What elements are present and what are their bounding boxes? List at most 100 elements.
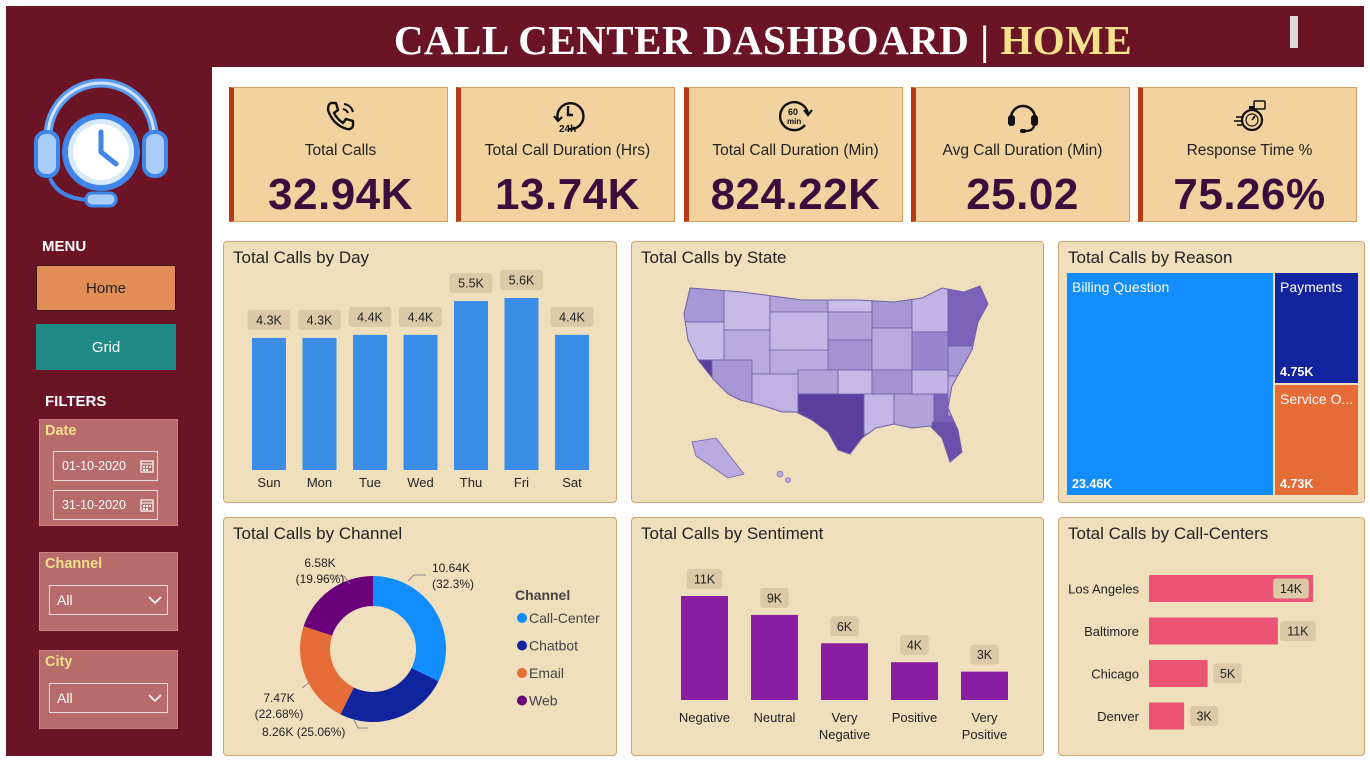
end-date-value: 31-10-2020 — [62, 498, 126, 512]
city-filter: City All — [39, 650, 178, 729]
day-axis-label: Fri — [514, 475, 529, 490]
donut-slice-call-center[interactable] — [373, 576, 446, 682]
title-separator: | — [969, 17, 1001, 63]
day-bar-thu[interactable] — [454, 301, 488, 470]
start-date-input[interactable]: 01-10-2020 — [53, 451, 158, 481]
call-center-value-label-bg — [1273, 578, 1309, 599]
sentiment-value-label: 4K — [907, 639, 923, 653]
chart-title: Total Calls by Sentiment — [641, 524, 824, 543]
sentiment-value-label-bg — [760, 587, 789, 608]
donut-legend-title: Channel — [515, 587, 570, 603]
sentiment-bar[interactable] — [681, 596, 728, 700]
headset-clock-logo-icon — [34, 78, 168, 208]
treemap-tile-billing-question[interactable]: Billing Question 23.46K — [1067, 273, 1273, 495]
day-bar-sun[interactable] — [252, 337, 286, 470]
calendar-icon — [140, 499, 154, 512]
day-bar-value-label: 4.4K — [559, 310, 585, 324]
legend-swatch — [517, 695, 527, 706]
home-button[interactable]: Home — [36, 265, 176, 311]
call-center-axis-label: Baltimore — [1084, 624, 1139, 639]
24h-clock-icon: 24h — [552, 102, 585, 134]
donut-value-label: 10.64K — [432, 561, 470, 575]
call-center-bar[interactable] — [1149, 660, 1208, 687]
city-select[interactable]: All — [49, 683, 168, 713]
donut-value-label: 6.58K — [304, 556, 335, 570]
call-center-value-label: 3K — [1196, 710, 1212, 724]
sentiment-value-label-bg — [830, 616, 859, 637]
date-filter: Date 01-10-2020 31-10-2020 — [39, 419, 178, 526]
svg-text:min: min — [787, 117, 801, 126]
legend-swatch — [517, 640, 527, 651]
kpi-label: Response Time % — [1186, 142, 1313, 159]
day-bar-value-label: 5.6K — [509, 274, 535, 288]
sentiment-axis-label: Positive — [892, 710, 938, 725]
donut-slice-email[interactable] — [300, 626, 354, 715]
kpi-label: Total Call Duration (Hrs) — [484, 142, 651, 159]
donut-pct-label: (22.68%) — [255, 707, 304, 721]
day-bar-value-label-bg — [247, 309, 291, 330]
call-center-bar[interactable] — [1149, 617, 1278, 645]
sentiment-bar[interactable] — [961, 671, 1008, 700]
legend-item-call-center[interactable]: Call-Center — [529, 610, 600, 626]
title-main: CALL CENTER DASHBOARD — [393, 17, 970, 63]
channel-select[interactable]: All — [49, 585, 168, 615]
kpi-value: 25.02 — [966, 170, 1079, 219]
day-bar-fri[interactable] — [504, 298, 539, 470]
sentiment-bar[interactable] — [891, 662, 938, 700]
channel-filter-label: Channel — [45, 556, 103, 572]
donut-leader-line — [301, 681, 311, 689]
treemap-tile-service-outage[interactable]: Service O... 4.73K — [1275, 385, 1358, 495]
sentiment-bar[interactable] — [751, 614, 798, 700]
legend-item-email[interactable]: Email — [529, 665, 564, 681]
kpi-value: 824.22K — [710, 170, 881, 219]
calls-by-call-centers-chart: Los Angeles 14K Baltimore 11K Chicago 5K Denve… — [1068, 575, 1316, 730]
day-axis-label: Mon — [307, 475, 332, 490]
donut-leader-line — [353, 719, 368, 729]
chevron-down-icon — [148, 596, 162, 605]
sentiment-axis-label: Positive — [962, 727, 1008, 742]
end-date-input[interactable]: 31-10-2020 — [53, 490, 158, 520]
donut-leader-line — [407, 574, 426, 582]
sentiment-value-label-bg — [900, 635, 929, 656]
channel-select-value: All — [57, 592, 73, 608]
day-bar-value-label-bg — [348, 306, 392, 327]
us-states-map[interactable] — [632, 242, 1045, 504]
kpi-card-total-duration-hrs: 24h Total Call Duration (Hrs) 13.74K — [456, 87, 675, 222]
header-bar: CALL CENTER DASHBOARD | HOME — [212, 6, 1364, 67]
calendar-icon — [140, 460, 154, 473]
kpi-value: 13.74K — [495, 170, 640, 219]
day-bar-value-label-bg — [449, 273, 493, 294]
kpi-card-total-calls: Total Calls 32.94K — [229, 87, 448, 222]
city-filter-label: City — [45, 654, 73, 670]
donut-value-label: 7.47K — [263, 691, 294, 705]
call-center-value-label: 11K — [1287, 625, 1309, 639]
donut-slice-web[interactable] — [303, 576, 373, 636]
day-bar-sat[interactable] — [555, 334, 589, 470]
treemap-tile-payments[interactable]: Payments 4.75K — [1275, 273, 1358, 383]
day-bar-mon[interactable] — [302, 337, 337, 470]
calls-by-call-centers-panel: Total Calls by Call-Centers Los Angeles 1… — [1058, 517, 1365, 756]
legend-item-chatbot[interactable]: Chatbot — [529, 638, 578, 654]
day-bar-value-label: 4.3K — [256, 313, 282, 327]
sentiment-axis-label: Very — [831, 710, 858, 725]
treemap-tile-label: Service O... — [1280, 391, 1354, 407]
call-center-bar[interactable] — [1149, 702, 1185, 730]
sentiment-bar[interactable] — [821, 643, 868, 700]
grid-button[interactable]: Grid — [36, 324, 176, 370]
call-center-axis-label: Chicago — [1091, 667, 1139, 682]
calls-by-channel-donut: 10.64K (32.3%) 8.26K (25.06%) 7.47K (22.68%)… — [255, 556, 600, 739]
legend-swatch — [517, 668, 527, 678]
donut-slice-chatbot[interactable] — [340, 668, 439, 722]
kpi-value: 75.26% — [1173, 170, 1326, 219]
day-bar-tue[interactable] — [353, 334, 387, 470]
kpi-value: 32.94K — [268, 170, 413, 219]
kpi-card-avg-duration: Avg Call Duration (Min) 25.02 — [911, 87, 1130, 222]
calls-by-state-panel: Total Calls by State — [631, 241, 1044, 503]
legend-item-web[interactable]: Web — [529, 693, 558, 709]
treemap-tile-value: 4.75K — [1280, 365, 1314, 379]
call-center-value-label-bg — [1213, 663, 1242, 684]
day-bar-wed[interactable] — [403, 334, 438, 470]
treemap-tile-value: 23.46K — [1072, 477, 1113, 491]
kpi-label: Total Calls — [304, 142, 377, 159]
sentiment-axis-label: Negative — [679, 710, 730, 725]
